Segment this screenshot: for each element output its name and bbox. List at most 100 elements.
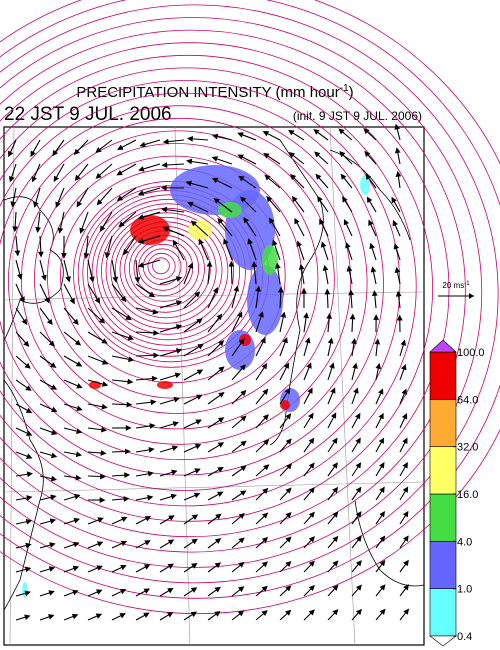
wind-arrow-head (394, 147, 401, 154)
wind-arrow-head (187, 201, 194, 208)
colorbar-label: 100.0 (457, 347, 485, 359)
wind-arrow-head (196, 369, 204, 375)
wind-arrow-head (288, 129, 295, 136)
wind-arrow-head (25, 407, 33, 414)
wind-arrow-head (119, 613, 126, 619)
wind-arrow-head (395, 290, 402, 297)
wind-arrow-head (346, 265, 353, 272)
wind-arrow-head (298, 263, 305, 270)
wind-arrow-head (261, 585, 268, 592)
wind-arrow-head (237, 154, 244, 160)
isobar (0, 42, 450, 538)
wind-arrow-head (308, 437, 315, 445)
wind-arrow-head (74, 339, 82, 346)
wind-arrow-head (30, 150, 36, 157)
wind-arrow-head (355, 584, 362, 591)
wind-arrow-head (283, 362, 289, 369)
wind-arrow-head (251, 261, 258, 268)
wind-arrow-head (351, 337, 357, 345)
wind-arrow-head (150, 399, 157, 406)
wind-arrow-head (395, 170, 402, 177)
wind-arrow-head (332, 511, 339, 518)
wind-arrow-head (174, 372, 182, 379)
wind-arrow-head (237, 132, 244, 138)
wind-arrow-head (280, 311, 287, 318)
wind-arrow-head (263, 153, 270, 159)
colorbar-segment (429, 446, 457, 495)
wind-arrow-head (374, 338, 381, 345)
colorbar-segment (429, 541, 457, 589)
wind-arrow-head (402, 437, 408, 444)
wind-arrow-head (332, 486, 339, 494)
wind-arrow-head (55, 201, 61, 208)
wind-arrow-head (238, 338, 245, 345)
wind-arrow-head (403, 608, 410, 615)
wind-arrow-head (69, 297, 75, 305)
wind-arrow-head (101, 381, 109, 387)
wind-arrow-head (233, 285, 240, 292)
wind-arrow-head (16, 273, 23, 280)
wind-arrow-head (282, 336, 288, 344)
wind-arrow-head (153, 330, 160, 336)
wind-arrow-head (342, 196, 348, 203)
wind-arrow-head (100, 450, 107, 456)
colorbar-label: 4.0 (457, 536, 472, 548)
wind-arrow-head (193, 492, 201, 499)
wind-arrow-head (339, 151, 346, 158)
wind-arrow-head (126, 401, 133, 408)
wind-arrow-head (138, 166, 145, 172)
wind-arrow-head (73, 148, 80, 155)
wind-arrow-head (149, 423, 156, 429)
wind-arrow-head (330, 387, 336, 394)
isobar (0, 105, 368, 461)
wind-arrow-head (238, 175, 245, 182)
wind-arrow-head (394, 266, 401, 274)
wind-arrow-head (172, 239, 179, 247)
isobar (0, 0, 500, 599)
wind-arrow-head (124, 472, 131, 479)
isobar (21, 130, 335, 430)
isobar (0, 17, 483, 568)
wind-arrow-head (139, 141, 146, 148)
wind-arrow-head (75, 451, 83, 458)
wind-arrow-head (116, 195, 124, 201)
wind-arrow-head (99, 497, 106, 503)
wind-arrow-head (261, 536, 269, 543)
wind-arrow-head (285, 413, 292, 420)
isobar (152, 257, 170, 275)
wind-arrow-head (403, 559, 409, 567)
wind-arrow-head (308, 511, 315, 518)
wind-arrow-head (175, 300, 183, 306)
wind-arrow-head (352, 362, 358, 369)
wind-arrow-head (313, 129, 320, 135)
wind-arrow-head (148, 291, 156, 298)
precipitation-area (247, 265, 283, 335)
wind-arrow-head (79, 227, 85, 234)
wind-arrow-head (144, 516, 152, 522)
coastline (354, 499, 425, 587)
wind-arrow-head (48, 566, 56, 572)
colorbar-over (429, 339, 457, 353)
wind-arrow-head (290, 173, 297, 181)
wind-arrow-head (51, 429, 58, 436)
wind-arrow-head (50, 406, 58, 413)
wind-arrow-head (49, 542, 56, 548)
wind-arrow-head (112, 276, 119, 283)
wind-arrow-head (345, 242, 351, 249)
wind-arrow-head (355, 511, 362, 518)
wind-arrow-head (264, 174, 271, 181)
wind-arrow-head (217, 417, 225, 423)
wind-arrow-head (101, 403, 108, 410)
wind-arrow-head (284, 387, 291, 395)
precipitation-area (22, 582, 28, 598)
wind-arrow-head (12, 226, 19, 233)
wind-arrow-head (116, 169, 123, 176)
wind-arrow-head (238, 513, 245, 519)
wind-arrow-head (240, 465, 247, 472)
wind-arrow-head (364, 150, 371, 158)
wind-arrow-head (14, 250, 21, 257)
wind-arrow-head (152, 308, 159, 315)
wind-arrow-head (125, 425, 132, 431)
wind-arrow-head (261, 561, 269, 568)
wind-arrow-head (258, 311, 264, 318)
